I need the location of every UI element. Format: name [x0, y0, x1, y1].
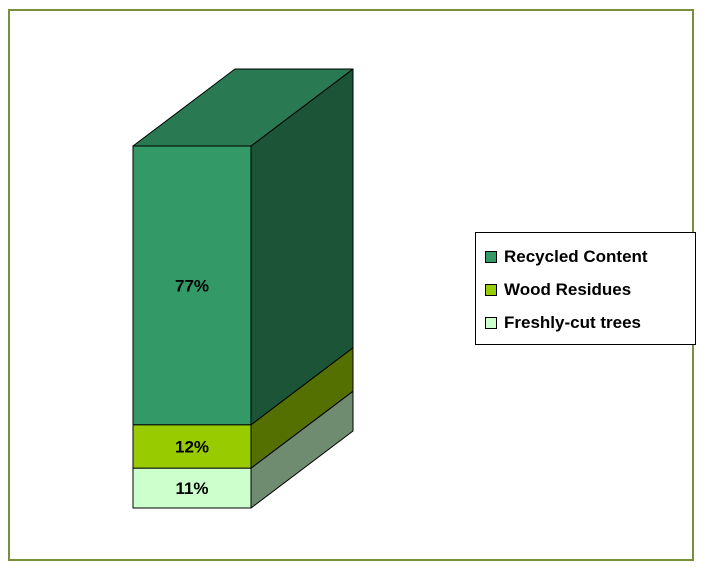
- data-label-wood-residues: 12%: [175, 437, 209, 456]
- legend-swatch-freshly-cut-trees: [485, 316, 497, 329]
- legend-item-recycled-content: Recycled Content: [485, 240, 695, 273]
- data-label-freshly-cut-trees: 11%: [175, 479, 208, 498]
- legend-item-freshly-cut-trees: Freshly-cut trees: [485, 306, 695, 339]
- data-label-recycled-content: 77%: [175, 276, 209, 295]
- bar-top-recycled-content: [132, 68, 354, 147]
- legend-swatch-recycled-content: [485, 250, 497, 263]
- legend-label-recycled-content: Recycled Content: [504, 246, 648, 266]
- chart-legend: Recycled Content Wood Residues Freshly-c…: [475, 232, 696, 345]
- legend-label-wood-residues: Wood Residues: [504, 279, 632, 299]
- legend-swatch-wood-residues: [485, 283, 497, 296]
- legend-label-freshly-cut-trees: Freshly-cut trees: [504, 312, 641, 332]
- legend-item-wood-residues: Wood Residues: [485, 273, 695, 306]
